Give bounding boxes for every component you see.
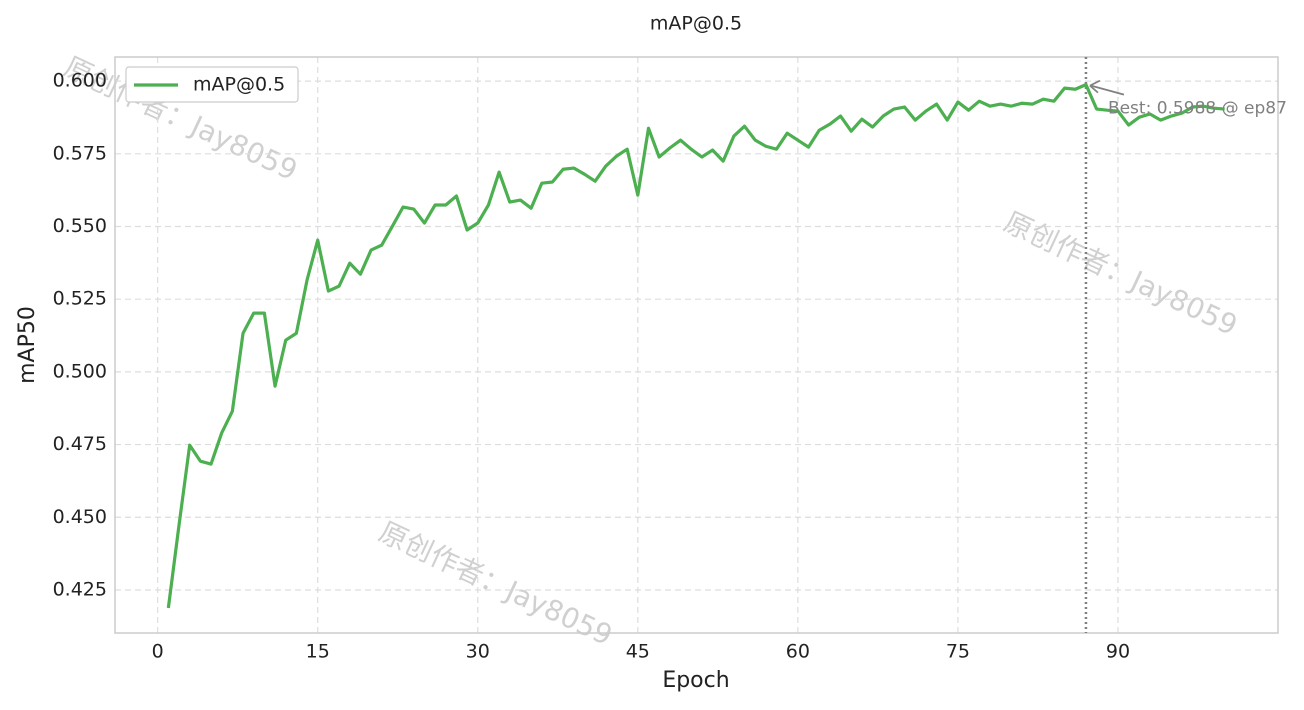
legend-box: [125, 66, 299, 103]
y-tick-label: 0.425: [53, 578, 107, 600]
annotation-text: Best: 0.5988 @ ep87: [1108, 99, 1287, 119]
x-tick-label: 75: [946, 641, 970, 663]
x-tick-label: 60: [786, 641, 810, 663]
x-tick-label: 90: [1106, 641, 1130, 663]
y-tick-label: 0.550: [53, 215, 107, 237]
y-tick-label: 0.475: [53, 433, 107, 455]
x-axis-label: Epoch: [662, 668, 729, 693]
annotation-arrow: [1090, 84, 1125, 96]
watermark: 原创作者：Jay8059: [999, 205, 1242, 342]
chart-title: mAP@0.5: [650, 13, 742, 35]
y-tick-label: 0.450: [53, 506, 107, 528]
y-tick-label: 0.500: [53, 360, 107, 382]
y-axis-label: mAP50: [15, 306, 40, 384]
y-tick-label: 0.575: [53, 142, 107, 164]
y-tick-label: 0.525: [53, 288, 107, 310]
plot-frame: [114, 56, 1279, 634]
x-tick-label: 30: [466, 641, 490, 663]
x-tick-label: 0: [152, 641, 164, 663]
watermark: 原创作者：Jay8059: [374, 515, 617, 652]
x-tick-label: 45: [626, 641, 650, 663]
legend-label: mAP@0.5: [193, 74, 285, 96]
y-tick-label: 0.600: [53, 70, 107, 92]
x-tick-label: 15: [306, 641, 330, 663]
data-line: [166, 83, 1225, 609]
annotation-arrowhead: [1089, 79, 1101, 94]
